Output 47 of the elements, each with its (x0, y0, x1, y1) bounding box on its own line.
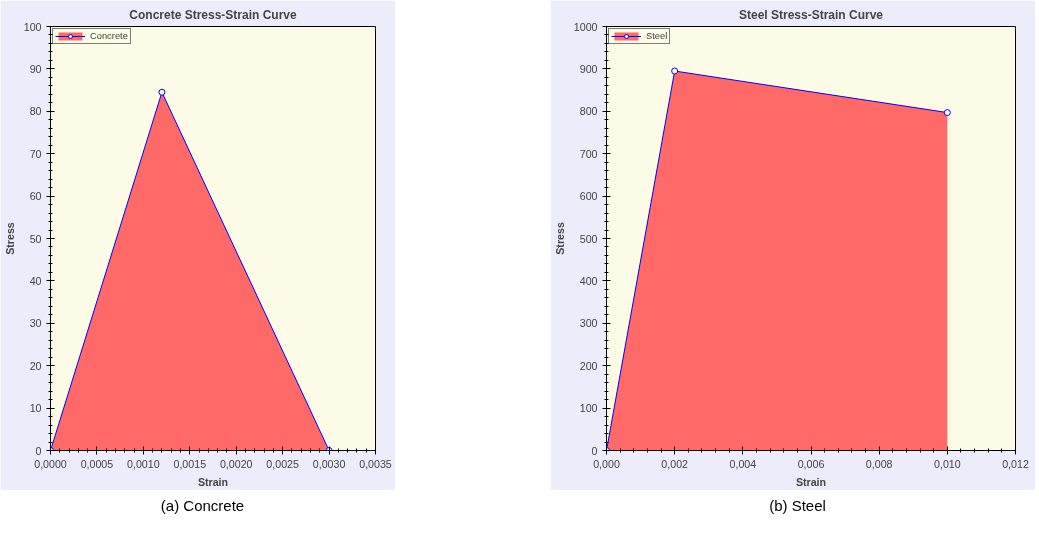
x-tick-label: 0,006 (797, 457, 825, 470)
x-tick-label: 0,0035 (359, 457, 392, 470)
x-tick-label: 0,010 (934, 457, 961, 470)
y-tick-label: 0 (591, 444, 598, 457)
x-tick-label: 0,0025 (266, 457, 300, 470)
y-tick-label: 200 (579, 359, 598, 372)
y-tick-label: 800 (579, 105, 598, 118)
y-tick-label: 90 (29, 62, 42, 75)
y-tick-label: 60 (29, 190, 42, 203)
text: (b) Steel (769, 496, 826, 516)
x-tick-label: 0,012 (1002, 457, 1029, 470)
text: (a) Concrete (160, 496, 245, 516)
y-tick-label: 100 (23, 20, 42, 33)
x-tick-label: 0,002 (661, 457, 689, 470)
x-tick-label: 0,0030 (312, 457, 346, 470)
y-tick-label: 500 (579, 232, 598, 245)
y-tick-label: 50 (29, 232, 42, 245)
y-tick-label: 900 (579, 62, 598, 75)
y-tick-label: 400 (579, 274, 598, 287)
x-tick-label: 0,000 (593, 457, 620, 470)
x-tick-label: 0,0020 (219, 457, 253, 470)
y-tick-label: 100 (579, 402, 598, 415)
y-axis-title: Stress (553, 222, 566, 255)
legend-label: Concrete (90, 31, 128, 41)
y-axis-title: Stress (3, 222, 16, 255)
y-tick-label: 0 (35, 444, 42, 457)
x-tick-label: 0,004 (729, 457, 757, 470)
y-tick-label: 10 (29, 402, 42, 415)
y-tick-label: 40 (29, 274, 42, 287)
x-axis-title: Strain (795, 475, 827, 488)
y-tick-label: 30 (29, 317, 42, 330)
y-tick-label: 20 (29, 359, 42, 372)
legend-label: Steel (646, 31, 668, 41)
x-tick-label: 0,0000 (34, 457, 67, 470)
y-tick-label: 300 (579, 317, 598, 330)
y-tick-label: 700 (579, 147, 598, 160)
y-tick-label: 1000 (573, 20, 598, 33)
chart-title: Concrete Stress-Strain Curve (129, 7, 298, 22)
y-tick-label: 80 (29, 105, 42, 118)
chart-title: Steel Stress-Strain Curve (738, 7, 884, 22)
y-tick-label: 600 (579, 190, 598, 203)
x-axis-title: Strain (197, 475, 229, 488)
x-tick-label: 0,0010 (127, 457, 160, 470)
y-tick-label: 70 (29, 147, 42, 160)
x-tick-label: 0,008 (865, 457, 893, 470)
x-tick-label: 0,0015 (173, 457, 207, 470)
x-tick-label: 0,0005 (80, 457, 114, 470)
